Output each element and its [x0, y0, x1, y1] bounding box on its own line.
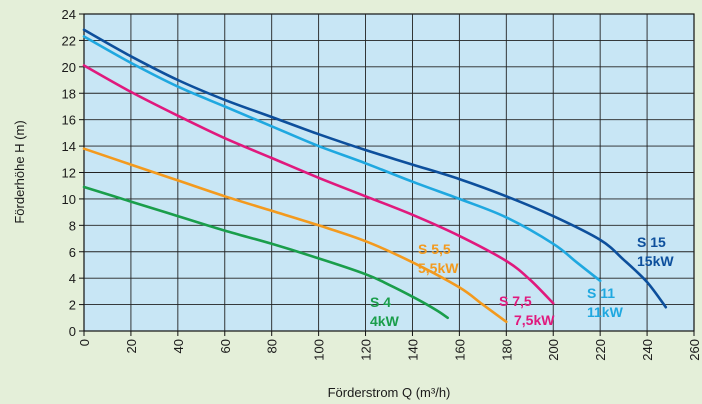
y-axis-title: Förderhöhe H (m) — [12, 120, 27, 223]
y-tick-label: 2 — [69, 298, 76, 313]
pump-curves — [82, 28, 668, 324]
curve-labels: S 4 4kW S 5,5 5,5kW S 7,5 7,5kW S 11 11k… — [370, 234, 674, 329]
curve-label-s11-power: 11kW — [587, 304, 624, 320]
curve-label-s11-name: S 11 — [587, 285, 615, 301]
x-tick-label: 20 — [124, 339, 139, 353]
y-tick-label: 14 — [62, 139, 76, 154]
y-tick-label: 4 — [69, 271, 76, 286]
x-tick-label: 0 — [77, 339, 92, 346]
x-tick-label: 100 — [312, 339, 327, 361]
curve-label-s55-name: S 5,5 — [418, 241, 451, 257]
x-tick-label: 40 — [171, 339, 186, 353]
x-tick-label: 80 — [265, 339, 280, 353]
x-tick-label: 180 — [499, 339, 514, 361]
x-tick-label: 260 — [687, 339, 702, 361]
curve-label-s15-name: S 15 — [637, 234, 666, 250]
x-axis-title: Förderstrom Q (m³/h) — [328, 385, 451, 400]
x-tick-label: 220 — [593, 339, 608, 361]
y-tick-label: 12 — [62, 166, 76, 181]
y-tick-label: 18 — [62, 86, 76, 101]
x-tick-label: 160 — [452, 339, 467, 361]
y-tick-label: 16 — [62, 113, 76, 128]
x-tick-label: 60 — [218, 339, 233, 353]
y-tick-label: 20 — [62, 60, 76, 75]
x-tick-label: 240 — [640, 339, 655, 361]
curve-label-s4-power: 4kW — [370, 313, 400, 329]
curve-s11 — [82, 35, 602, 283]
x-axis-ticks: 0 20 40 60 80 100 120 140 160 180 200 220 240 260 — [77, 331, 702, 361]
curve-s75 — [82, 64, 555, 305]
curve-s55 — [82, 147, 508, 324]
curve-label-s75-name: S 7,5 — [499, 293, 532, 309]
curve-s4 — [82, 185, 449, 320]
curve-label-s75-power: 7,5kW — [514, 312, 555, 328]
curve-label-s15-power: 15kW — [637, 253, 674, 269]
x-tick-label: 200 — [546, 339, 561, 361]
y-tick-label: 8 — [69, 218, 76, 233]
y-tick-label: 10 — [62, 192, 76, 207]
x-tick-label: 120 — [359, 339, 374, 361]
curve-label-s55-power: 5,5kW — [418, 260, 459, 276]
curve-s15 — [82, 28, 668, 309]
y-tick-label: 6 — [69, 245, 76, 260]
y-tick-label: 24 — [62, 7, 76, 22]
y-tick-label: 22 — [62, 33, 76, 48]
y-tick-label: 0 — [69, 324, 76, 339]
curve-label-s4-name: S 4 — [370, 294, 391, 310]
x-tick-label: 140 — [405, 339, 420, 361]
